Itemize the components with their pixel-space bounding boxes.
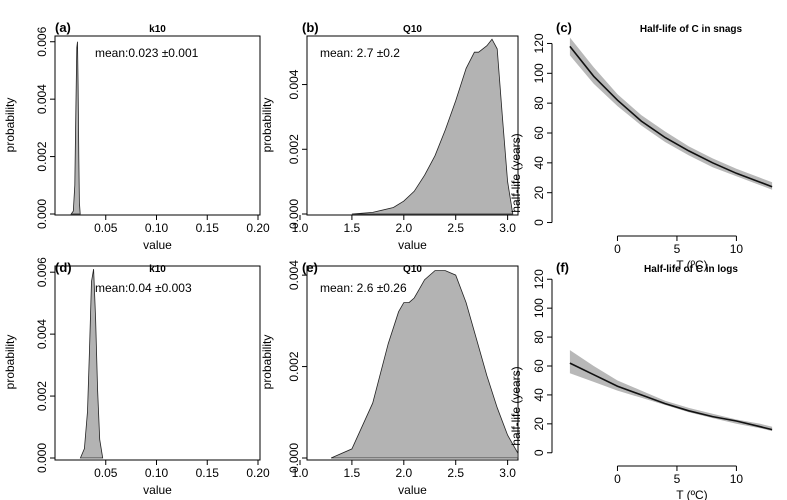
y-tick-label: 0.000: [35, 199, 49, 229]
panel-letter: (b): [302, 20, 319, 35]
y-axis-label: probability: [260, 98, 274, 153]
y-tick-label: 0.000: [287, 199, 301, 229]
x-tick-label: 0.05: [94, 221, 118, 235]
density-area: [330, 270, 519, 459]
panel-a: (a) k10 0.05 0.10 0.15 0.20 0.000 0.002 0.004 0.0…: [3, 20, 270, 252]
y-tick-label: 120: [532, 33, 546, 53]
panel-title: Q10: [403, 264, 422, 275]
x-tick-label: 1.0: [292, 466, 309, 480]
y-tick-label: 0.002: [287, 351, 301, 381]
y-tick-label: 40: [532, 156, 546, 170]
y-tick-label: 0.000: [35, 443, 49, 473]
mean-annotation: mean:0.04 ±0.003: [95, 281, 192, 295]
y-tick-label: 20: [532, 417, 546, 431]
x-axis-label: value: [398, 483, 427, 497]
panel-title: k10: [149, 24, 166, 35]
confidence-band: [569, 37, 773, 190]
mean-annotation: mean: 2.7 ±0.2: [320, 46, 400, 60]
density-area: [79, 269, 104, 459]
plot-frame: [54, 35, 261, 216]
y-tick-label: 0.004: [287, 69, 301, 99]
x-tick-label: 0.15: [196, 466, 220, 480]
x-tick-label: 10: [730, 472, 744, 486]
panel-title: Half-life of C in logs: [644, 264, 738, 275]
panel-e: (e) Q10 1.0 1.5 2.0 2.5 3.0 0.000 0.002 0.004 valu…: [260, 260, 519, 497]
x-axis-label: T (ºC): [676, 258, 708, 272]
x-tick-label: 0: [614, 472, 621, 486]
y-tick-label: 0: [532, 449, 546, 456]
y-tick-label: 0.006: [35, 26, 49, 56]
x-tick-label: 1.0: [292, 221, 309, 235]
x-tick-label: 2.5: [447, 221, 464, 235]
x-tick-label: 0.05: [94, 466, 118, 480]
panel-b: (b) Q10 1.0 1.5 2.0 2.5 3.0 0.000 0.002 0.004 valu…: [260, 20, 519, 252]
y-tick-label: 20: [532, 186, 546, 200]
y-tick-label: 40: [532, 388, 546, 402]
panel-title: k10: [149, 264, 166, 275]
half-life-line: [569, 45, 773, 188]
panel-title: Half-life of C in snags: [640, 24, 743, 35]
panel-letter: (e): [302, 260, 318, 275]
y-axis-label: half-life (years): [509, 366, 523, 445]
y-tick-label: 100: [532, 63, 546, 83]
density-area: [351, 38, 514, 215]
y-tick-label: 0.000: [287, 443, 301, 473]
x-axis-label: T (ºC): [676, 488, 708, 500]
y-tick-label: 0.002: [35, 381, 49, 411]
y-axis-label: probability: [3, 98, 17, 153]
panel-d: (d) k10 0.05 0.10 0.15 0.20 0.000 0.002 0.004 0.0…: [3, 257, 270, 497]
x-axis-label: value: [143, 483, 172, 497]
x-tick-label: 5: [674, 242, 681, 256]
x-tick-label: 0.15: [196, 221, 220, 235]
y-tick-label: 0.004: [287, 260, 301, 290]
plot-frame: [306, 265, 519, 461]
x-tick-label: 10: [730, 242, 744, 256]
half-life-line: [569, 362, 773, 431]
plot-frame: [54, 265, 261, 461]
y-axis-label: half-life (years): [509, 133, 523, 212]
y-tick-label: 0.002: [35, 141, 49, 171]
x-tick-label: 0.20: [246, 466, 270, 480]
x-tick-label: 3.0: [499, 466, 516, 480]
x-tick-label: 2.0: [395, 466, 412, 480]
x-tick-label: 0: [614, 242, 621, 256]
y-tick-label: 0.006: [35, 257, 49, 287]
x-tick-label: 5: [674, 472, 681, 486]
y-tick-label: 0.004: [35, 84, 49, 114]
y-axis-label: probability: [260, 335, 274, 390]
y-tick-label: 80: [532, 330, 546, 344]
y-tick-label: 0.004: [35, 319, 49, 349]
y-tick-label: 0: [532, 219, 546, 226]
x-tick-label: 0.20: [246, 221, 270, 235]
density-area: [70, 41, 81, 215]
plot-frame: [306, 35, 519, 216]
y-tick-label: 80: [532, 96, 546, 110]
confidence-band: [569, 350, 773, 432]
mean-annotation: mean:0.023 ±0.001: [95, 46, 199, 60]
y-axis-label: probability: [3, 335, 17, 390]
x-tick-label: 1.5: [344, 466, 361, 480]
x-tick-label: 3.0: [499, 221, 516, 235]
mean-annotation: mean: 2.6 ±0.26: [320, 281, 407, 295]
x-axis-label: value: [398, 238, 427, 252]
x-tick-label: 0.10: [145, 221, 169, 235]
y-tick-label: 60: [532, 359, 546, 373]
y-tick-label: 100: [532, 298, 546, 318]
x-tick-label: 1.5: [344, 221, 361, 235]
panel-letter: (f): [556, 260, 569, 275]
y-tick-label: 60: [532, 126, 546, 140]
x-tick-label: 2.0: [395, 221, 412, 235]
x-tick-label: 0.10: [145, 466, 169, 480]
panel-letter: (d): [55, 260, 72, 275]
x-tick-label: 2.5: [447, 466, 464, 480]
y-tick-label: 120: [532, 269, 546, 289]
x-axis-label: value: [143, 238, 172, 252]
panel-letter: (c): [556, 20, 572, 35]
panel-letter: (a): [55, 20, 71, 35]
panel-title: Q10: [403, 24, 422, 35]
y-tick-label: 0.002: [287, 134, 301, 164]
